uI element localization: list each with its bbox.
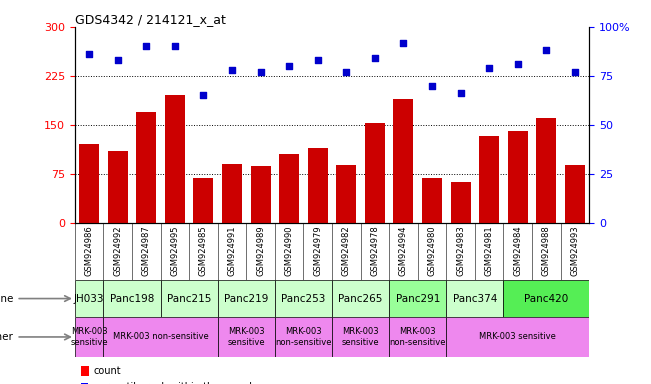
Text: MRK-003
sensitive: MRK-003 sensitive (70, 327, 108, 347)
Text: MRK-003 sensitive: MRK-003 sensitive (479, 333, 556, 341)
Text: Panc265: Panc265 (339, 293, 383, 304)
Point (541, 47, 551, 53)
Bar (79, 144, 99, 223)
Point (341, 69, 352, 75)
Point (227, 67, 237, 73)
Text: GSM924986: GSM924986 (85, 226, 94, 276)
Point (312, 57, 323, 63)
Bar (447, 317, 589, 357)
Text: GSM924980: GSM924980 (428, 226, 437, 276)
Text: GSM924990: GSM924990 (284, 226, 294, 276)
Bar (161, 280, 217, 317)
Text: GSM924987: GSM924987 (142, 226, 151, 276)
Text: GSM924993: GSM924993 (570, 226, 579, 276)
Text: Panc291: Panc291 (396, 293, 440, 304)
Text: Panc374: Panc374 (452, 293, 497, 304)
Bar (536, 118, 557, 223)
Text: GDS4342 / 214121_x_at: GDS4342 / 214121_x_at (75, 13, 226, 26)
Text: MRK-003
sensitive: MRK-003 sensitive (227, 327, 265, 347)
Bar (222, 164, 242, 223)
Bar (337, 165, 356, 223)
Text: MRK-003
sensitive: MRK-003 sensitive (342, 327, 380, 347)
Bar (275, 317, 332, 357)
Point (113, 57, 123, 63)
Bar (107, 151, 128, 223)
Bar (217, 280, 275, 317)
Text: GSM924994: GSM924994 (399, 226, 408, 276)
Point (456, 90, 466, 96)
Point (398, 40, 409, 46)
Text: GSM924981: GSM924981 (484, 226, 493, 276)
Text: GSM924984: GSM924984 (513, 226, 522, 276)
Point (255, 69, 266, 75)
Text: GSM924985: GSM924985 (199, 226, 208, 276)
Text: GSM924989: GSM924989 (256, 226, 265, 276)
Point (84, 51, 94, 57)
Bar (75, 317, 104, 357)
Point (370, 55, 380, 61)
Text: GSM924988: GSM924988 (542, 226, 551, 276)
Bar (565, 165, 585, 223)
Bar (251, 166, 271, 223)
Bar (447, 280, 503, 317)
Bar (136, 112, 156, 223)
Bar (308, 148, 327, 223)
Text: GSM924995: GSM924995 (171, 226, 180, 276)
Bar (365, 124, 385, 223)
Text: GSM924992: GSM924992 (113, 226, 122, 276)
Bar (389, 280, 447, 317)
Point (141, 43, 152, 50)
Bar (332, 280, 389, 317)
Point (284, 63, 294, 69)
Point (170, 43, 180, 50)
Bar (193, 178, 214, 223)
Point (484, 65, 494, 71)
Text: percentile rank within the sample: percentile rank within the sample (93, 382, 258, 384)
Text: other: other (0, 332, 13, 342)
Text: Panc198: Panc198 (110, 293, 154, 304)
Bar (508, 131, 528, 223)
Text: GSM924978: GSM924978 (370, 226, 380, 276)
Text: Panc219: Panc219 (224, 293, 268, 304)
Text: count: count (93, 366, 120, 376)
Text: GSM924979: GSM924979 (313, 226, 322, 276)
Point (427, 83, 437, 89)
Bar (75, 280, 104, 317)
Text: MRK-003 non-sensitive: MRK-003 non-sensitive (113, 333, 208, 341)
Point (512, 61, 523, 67)
Text: MRK-003
non-sensitive: MRK-003 non-sensitive (275, 327, 332, 347)
Bar (503, 280, 589, 317)
Text: GSM924991: GSM924991 (227, 226, 236, 276)
Point (198, 92, 208, 98)
Bar (279, 154, 299, 223)
Text: cell line: cell line (0, 293, 13, 304)
Bar (165, 95, 185, 223)
Text: GSM924982: GSM924982 (342, 226, 351, 276)
Text: Panc215: Panc215 (167, 293, 212, 304)
Bar (332, 317, 389, 357)
Bar (422, 178, 442, 223)
Text: GSM924983: GSM924983 (456, 226, 465, 276)
Bar (104, 317, 217, 357)
Bar (450, 182, 471, 223)
Text: Panc253: Panc253 (281, 293, 326, 304)
Bar (275, 280, 332, 317)
Bar (217, 317, 275, 357)
Bar (393, 99, 413, 223)
Bar (389, 317, 447, 357)
Text: MRK-003
non-sensitive: MRK-003 non-sensitive (389, 327, 446, 347)
Bar (104, 280, 161, 317)
Bar (479, 136, 499, 223)
Text: JH033: JH033 (74, 293, 104, 304)
Point (570, 69, 580, 75)
Text: Panc420: Panc420 (524, 293, 568, 304)
